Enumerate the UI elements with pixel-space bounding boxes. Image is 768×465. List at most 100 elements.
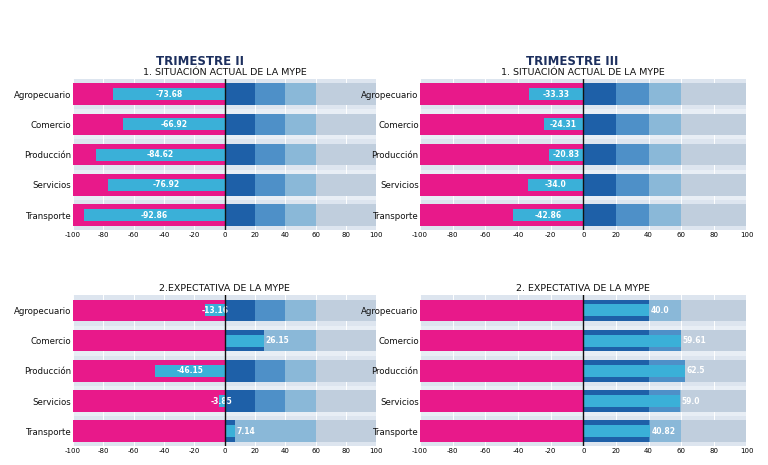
Bar bbox=[286, 83, 316, 105]
Text: 62.5: 62.5 bbox=[687, 366, 706, 375]
Bar bbox=[616, 83, 648, 105]
Bar bbox=[73, 360, 224, 382]
Text: SITUACIÓN Y EXPECTATIVA POR SECTOR ECONÓMICO: SITUACIÓN Y EXPECTATIVA POR SECTOR ECONÓ… bbox=[166, 14, 602, 29]
Bar bbox=[205, 305, 224, 316]
Bar bbox=[264, 330, 376, 352]
Bar bbox=[224, 330, 264, 352]
Bar bbox=[648, 390, 680, 412]
Bar bbox=[420, 386, 746, 416]
Bar bbox=[420, 174, 584, 196]
Bar bbox=[316, 299, 376, 321]
Bar bbox=[584, 83, 616, 105]
Bar bbox=[681, 204, 746, 226]
Bar bbox=[73, 200, 376, 230]
Text: 40.0: 40.0 bbox=[650, 306, 669, 315]
Text: -76.92: -76.92 bbox=[153, 180, 180, 189]
Bar bbox=[73, 390, 224, 412]
Bar bbox=[420, 356, 746, 386]
Bar bbox=[420, 420, 584, 442]
Bar bbox=[73, 83, 224, 105]
Bar bbox=[73, 416, 376, 446]
Bar bbox=[224, 335, 264, 346]
Bar bbox=[584, 390, 648, 412]
Bar bbox=[584, 425, 650, 437]
Bar bbox=[648, 174, 681, 196]
Bar bbox=[316, 330, 376, 352]
Text: -46.15: -46.15 bbox=[176, 366, 203, 375]
Bar bbox=[584, 330, 648, 352]
Bar bbox=[255, 174, 286, 196]
Bar bbox=[648, 330, 680, 352]
Bar bbox=[584, 305, 648, 316]
Bar bbox=[224, 113, 255, 135]
Bar bbox=[420, 204, 584, 226]
Bar bbox=[681, 113, 746, 135]
Bar bbox=[616, 174, 648, 196]
Text: 26.15: 26.15 bbox=[266, 336, 290, 345]
Bar bbox=[123, 119, 224, 130]
Bar bbox=[219, 395, 224, 407]
Bar bbox=[681, 83, 746, 105]
Bar bbox=[681, 330, 746, 352]
Bar bbox=[224, 144, 255, 166]
Bar bbox=[584, 420, 648, 442]
Bar bbox=[316, 204, 376, 226]
Bar bbox=[420, 200, 746, 230]
Bar bbox=[286, 299, 316, 321]
Bar bbox=[224, 390, 255, 412]
Bar bbox=[544, 119, 584, 130]
Bar bbox=[584, 144, 616, 166]
Bar bbox=[584, 113, 616, 135]
Text: 59.0: 59.0 bbox=[681, 397, 700, 405]
Bar bbox=[513, 209, 584, 221]
Bar bbox=[685, 360, 746, 382]
Bar bbox=[286, 174, 316, 196]
Bar bbox=[584, 299, 648, 321]
Bar bbox=[648, 83, 681, 105]
Text: -3.85: -3.85 bbox=[211, 397, 233, 405]
Bar bbox=[584, 395, 680, 407]
Bar bbox=[255, 83, 286, 105]
Bar bbox=[420, 299, 584, 321]
Bar bbox=[528, 179, 584, 191]
Bar bbox=[73, 356, 376, 386]
Bar bbox=[648, 299, 746, 321]
Bar bbox=[685, 360, 746, 382]
Bar bbox=[648, 204, 681, 226]
Text: 7.14: 7.14 bbox=[237, 427, 256, 436]
Bar bbox=[73, 113, 224, 135]
Title: 1. SITUACIÓN ACTUAL DE LA MYPE: 1. SITUACIÓN ACTUAL DE LA MYPE bbox=[143, 68, 306, 77]
Bar bbox=[648, 360, 685, 382]
Bar bbox=[316, 144, 376, 166]
Text: -92.86: -92.86 bbox=[141, 211, 167, 219]
Bar bbox=[420, 79, 746, 109]
Bar bbox=[96, 149, 224, 160]
Title: 1. SITUACIÓN ACTUAL DE LA MYPE: 1. SITUACIÓN ACTUAL DE LA MYPE bbox=[502, 68, 665, 77]
Bar bbox=[529, 88, 584, 100]
Text: TRIMESTRE III: TRIMESTRE III bbox=[526, 55, 618, 68]
Bar bbox=[681, 144, 746, 166]
Bar bbox=[316, 83, 376, 105]
Bar bbox=[73, 295, 376, 325]
Bar bbox=[73, 170, 376, 200]
Bar bbox=[616, 113, 648, 135]
Bar bbox=[420, 326, 746, 356]
Text: 59.61: 59.61 bbox=[682, 336, 706, 345]
Bar bbox=[255, 360, 286, 382]
Bar bbox=[420, 330, 584, 352]
Bar bbox=[584, 365, 685, 377]
Bar bbox=[648, 144, 681, 166]
Text: -66.92: -66.92 bbox=[161, 120, 187, 129]
Bar bbox=[255, 144, 286, 166]
Bar bbox=[616, 144, 648, 166]
Bar bbox=[681, 420, 746, 442]
Bar bbox=[584, 360, 648, 382]
Bar bbox=[681, 390, 746, 412]
Bar bbox=[108, 179, 224, 191]
Bar bbox=[224, 83, 255, 105]
Bar bbox=[73, 144, 224, 166]
Bar bbox=[224, 420, 236, 442]
Bar bbox=[255, 204, 286, 226]
Bar bbox=[648, 113, 681, 135]
Bar bbox=[681, 299, 746, 321]
